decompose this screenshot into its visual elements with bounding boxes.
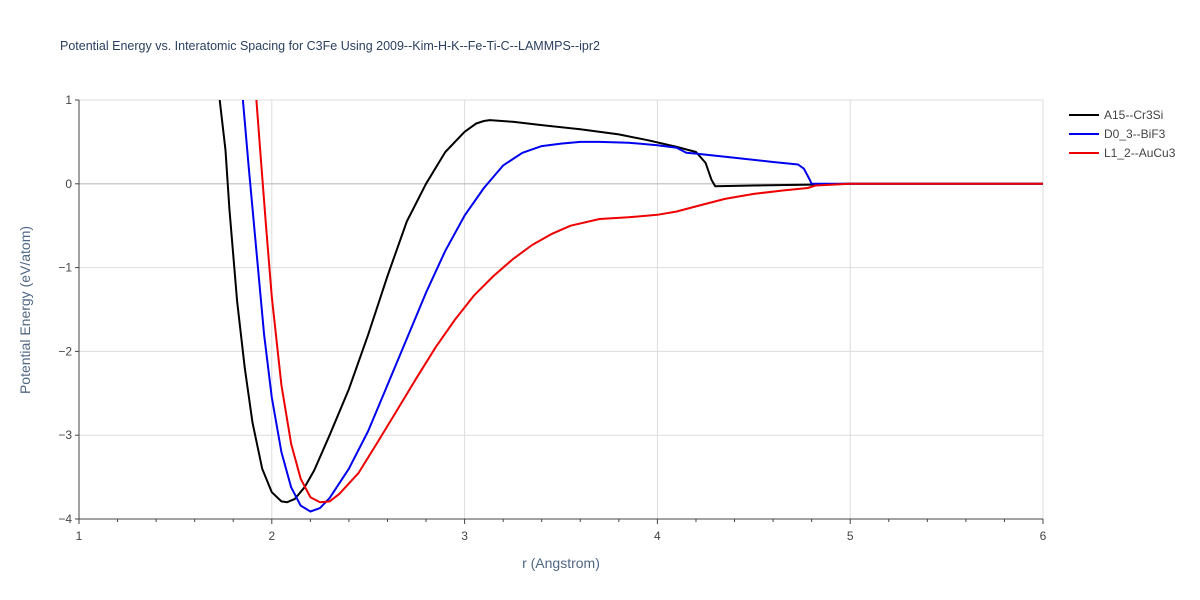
- x-tick-label: 1: [76, 529, 83, 543]
- y-tick-label: 0: [65, 177, 72, 191]
- series-line-1: [241, 100, 1043, 513]
- legend-item-2[interactable]: L1_2--AuCu3: [1069, 146, 1176, 160]
- x-tick-label: 6: [1040, 529, 1047, 543]
- legend-item-0[interactable]: A15--Cr3Si: [1069, 108, 1163, 122]
- chart-title: Potential Energy vs. Interatomic Spacing…: [60, 39, 600, 53]
- legend-label: D0_3--BiF3: [1104, 127, 1166, 141]
- y-axis-title: Potential Energy (eV/atom): [17, 226, 33, 394]
- x-tick-label: 5: [847, 529, 854, 543]
- series-line-2: [255, 100, 1043, 504]
- x-tick-label: 2: [268, 529, 275, 543]
- legend-label: L1_2--AuCu3: [1104, 146, 1176, 160]
- axes: 1 2 3 4 5 6 1 0 −1 −2 −3 −4: [58, 93, 1046, 543]
- legend[interactable]: A15--Cr3Si D0_3--BiF3 L1_2--AuCu3: [1069, 108, 1176, 160]
- y-tick-label: −1: [58, 261, 72, 275]
- y-tick-label: −4: [58, 512, 72, 526]
- legend-label: A15--Cr3Si: [1104, 108, 1163, 122]
- x-tick-label: 4: [654, 529, 661, 543]
- grid-lines: [79, 99, 1044, 519]
- y-tick-label: 1: [65, 93, 72, 107]
- x-tick-label: 3: [461, 529, 468, 543]
- series-line-0: [218, 100, 1043, 504]
- y-tick-label: −3: [58, 428, 72, 442]
- y-tick-label: −2: [58, 344, 72, 358]
- legend-item-1[interactable]: D0_3--BiF3: [1069, 127, 1166, 141]
- series-lines: [218, 100, 1043, 513]
- x-axis-title: r (Angstrom): [522, 555, 600, 571]
